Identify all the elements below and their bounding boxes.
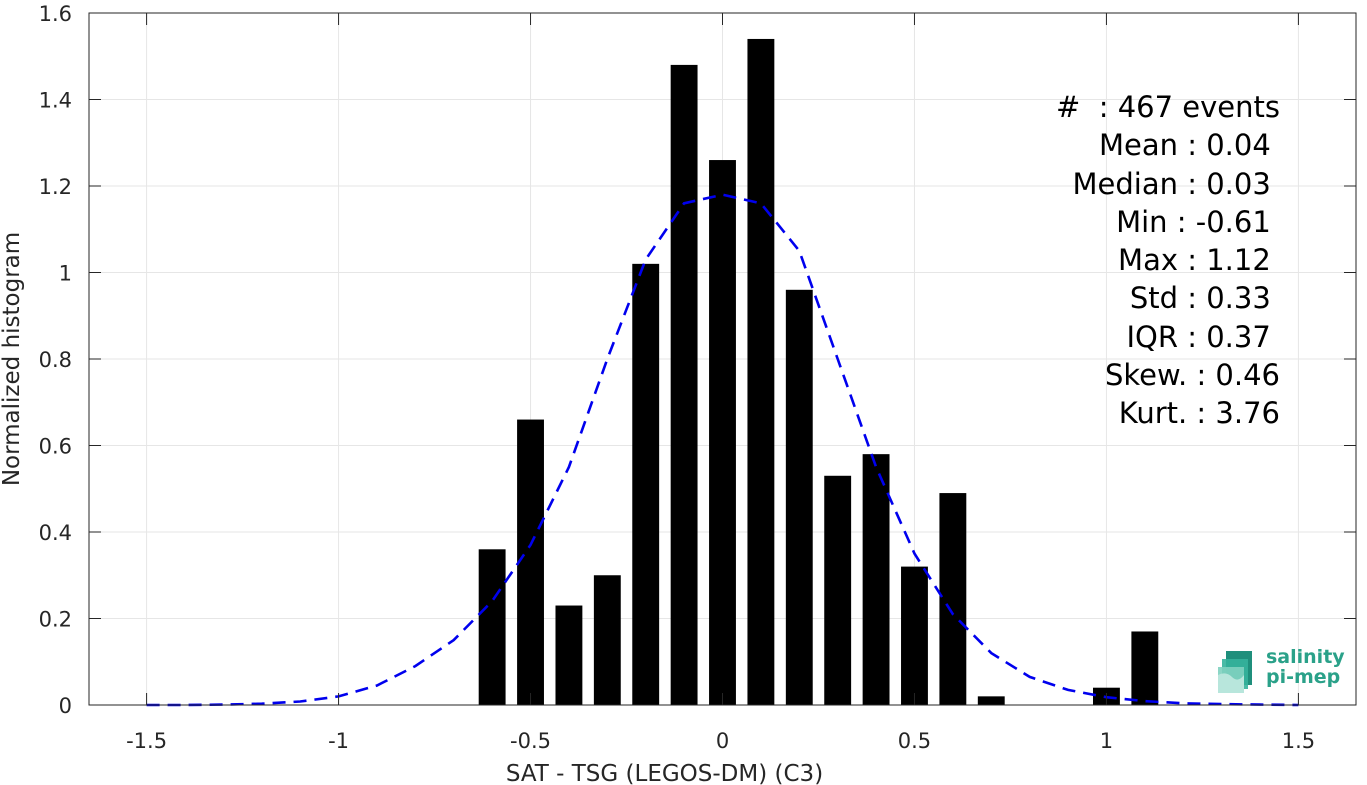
stats-box: # : 467 events Mean : 0.04 Median : 0.03… — [960, 88, 1280, 433]
y-tick-label-4: 0.8 — [39, 348, 72, 372]
logo-line-1: salinity — [1266, 646, 1345, 668]
histogram-bar-12 — [939, 493, 967, 705]
histogram-bar-6 — [709, 160, 736, 706]
logo-wave-icon — [1218, 651, 1252, 693]
histogram-bar-1 — [517, 419, 544, 705]
logo-text: salinity pi-mep — [1266, 647, 1345, 687]
x-tick-label-3: 0 — [716, 729, 729, 753]
histogram-bar-15 — [1131, 631, 1159, 705]
y-tick-label-6: 1.2 — [39, 175, 72, 199]
y-tick-label-0: 0 — [59, 694, 72, 718]
histogram-bars — [478, 38, 1159, 706]
histogram-bar-9 — [824, 475, 852, 705]
x-tick-label-0: -1.5 — [126, 729, 167, 753]
y-tick-label-5: 1 — [59, 262, 72, 286]
stat-min: Min : -0.61 — [1116, 204, 1280, 239]
x-tick-label-6: 1.5 — [1282, 729, 1315, 753]
stat-kurt: Kurt. : 3.76 — [1118, 396, 1280, 431]
stat-mean: Mean : 0.04 — [1098, 128, 1280, 163]
histogram-bar-4 — [632, 263, 660, 705]
stat-skew: Skew. : 0.46 — [1104, 358, 1280, 393]
stat-iqr: IQR : 0.37 — [1126, 319, 1280, 354]
x-tick-label-4: 0.5 — [898, 729, 931, 753]
histogram-bar-7 — [747, 38, 775, 705]
stat-events: # : 467 events — [1056, 90, 1280, 124]
x-axis-label: SAT - TSG (LEGOS-DM) (C3) — [506, 761, 823, 785]
y-tick-label-1: 0.2 — [39, 608, 72, 632]
axis-ticks — [89, 12, 1356, 706]
x-tick-label-1: -1 — [328, 729, 349, 753]
histogram-bar-8 — [785, 289, 813, 705]
y-tick-label-3: 0.6 — [39, 435, 72, 459]
y-tick-label-2: 0.4 — [39, 521, 72, 545]
y-tick-label-8: 1.6 — [39, 2, 72, 26]
x-tick-label-5: 1 — [1100, 729, 1113, 753]
x-tick-labels: -1.5 -1 -0.5 0 0.5 1 1.5 — [126, 729, 1315, 753]
stat-median: Median : 0.03 — [1072, 166, 1280, 201]
y-axis-label: Normalized histogram — [0, 232, 25, 486]
histogram-bar-3 — [593, 575, 621, 705]
stat-std: Std : 0.33 — [1129, 281, 1280, 316]
histogram-bar-13 — [977, 696, 1005, 705]
histogram-bar-10 — [862, 454, 890, 705]
histogram-bar-5 — [670, 64, 698, 705]
salinity-pimep-logo: salinity pi-mep — [1214, 645, 1354, 695]
y-tick-labels: 0 0.2 0.4 0.6 0.8 1 1.2 1.4 1.6 — [39, 2, 72, 718]
logo-line-2: pi-mep — [1266, 666, 1341, 688]
x-tick-label-2: -0.5 — [510, 729, 551, 753]
y-tick-label-7: 1.4 — [39, 89, 72, 113]
stat-max: Max : 1.12 — [1118, 243, 1280, 278]
histogram-bar-0 — [478, 549, 506, 705]
histogram-bar-2 — [555, 605, 583, 705]
histogram-bar-11 — [901, 566, 928, 705]
